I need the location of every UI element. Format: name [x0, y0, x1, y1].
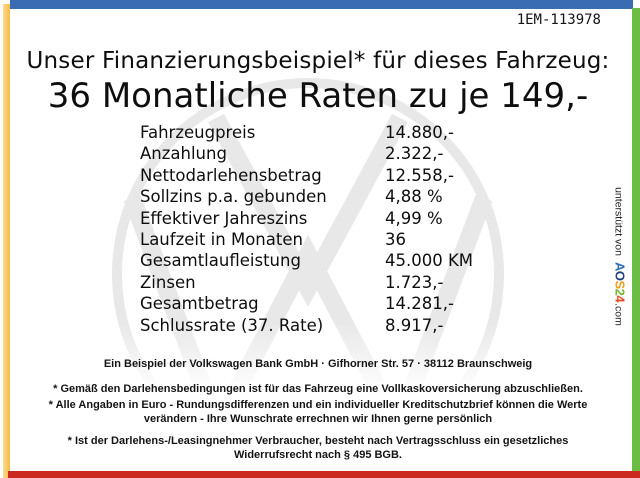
row-value: 4,99 % — [385, 208, 443, 228]
footnote-3: * Ist der Darlehens-/Leasingnehmer Verbr… — [12, 434, 624, 462]
vw-logo-watermark-icon — [108, 74, 508, 474]
table-row: Gesamtlaufleistung 45.000 KM — [140, 250, 473, 271]
table-row: Gesamtbetrag 14.281,- — [140, 293, 473, 314]
financing-table: Fahrzeugpreis 14.880,- Anzahlung 2.322,-… — [140, 122, 473, 336]
frame-bottom-bar — [8, 471, 640, 478]
row-value: 14.880,- — [385, 123, 454, 142]
table-row: Schlussrate (37. Rate) 8.917,- — [140, 315, 473, 336]
row-label: Effektiver Jahreszins — [140, 208, 308, 228]
row-value: 45.000 KM — [385, 251, 474, 271]
row-value: 2.322,- — [385, 144, 444, 164]
frame-left-bar — [3, 4, 10, 478]
table-row: Nettodarlehensbetrag 12.558,- — [140, 165, 473, 186]
supported-by-vertical-label: unterstützt von AOS24 .com — [611, 157, 628, 357]
frame-right-bar — [632, 8, 640, 471]
aos24-letter-3: 2 — [612, 288, 628, 296]
table-row: Fahrzeugpreis 14.880,- — [140, 122, 473, 143]
footnote-2-line1: * Alle Angaben in Euro - Rundungsdiffere… — [48, 399, 588, 411]
frame-top-bar — [10, 0, 633, 9]
table-row: Anzahlung 2.322,- — [140, 143, 473, 164]
footnote-2-line2: verändern - Ihre Wunschrate errechnen wi… — [143, 413, 493, 425]
footnote-3-line2: Widerrufsrecht nach § 495 BGB. — [233, 449, 402, 461]
reference-number: 1EM-113978 — [516, 12, 601, 28]
row-value: 12.558,- — [385, 165, 454, 185]
row-value: 14.281,- — [385, 294, 454, 314]
row-label: Gesamtbetrag — [140, 294, 259, 314]
table-row: Zinsen 1.723,- — [140, 272, 473, 293]
table-row: Effektiver Jahreszins 4,99 % — [140, 208, 473, 229]
heading-line2: 36 Monatliche Raten zu je 149,- — [47, 76, 589, 116]
row-label: Zinsen — [140, 272, 196, 292]
row-label: Laufzeit in Monaten — [140, 230, 303, 250]
row-value: 8.917,- — [385, 315, 444, 335]
row-value: 36 — [385, 230, 406, 250]
row-value: 1.723,- — [385, 272, 444, 292]
row-label: Anzahlung — [140, 144, 227, 164]
aos24-letter-4: 4 — [612, 295, 628, 303]
row-label: Nettodarlehensbetrag — [140, 165, 322, 185]
row-label: Schlussrate (37. Rate) — [140, 315, 324, 335]
row-label: Sollzins p.a. gebunden — [140, 187, 327, 207]
row-value: 4,88 % — [385, 187, 443, 207]
footnote-2: * Alle Angaben in Euro - Rundungsdiffere… — [12, 398, 624, 426]
supported-by-text: unterstützt von — [612, 187, 625, 256]
footer: Ein Beispiel der Volkswagen Bank GmbH · … — [12, 357, 624, 462]
table-row: Laufzeit in Monaten 36 — [140, 229, 473, 250]
footnote-3-line1: * Ist der Darlehens-/Leasingnehmer Verbr… — [67, 435, 569, 447]
table-row: Sollzins p.a. gebunden 4,88 % — [140, 186, 473, 207]
row-label: Gesamtlaufleistung — [140, 251, 301, 271]
footnote-1: * Gemäß den Darlehensbedingungen ist für… — [53, 383, 583, 395]
aos24-logo: AOS24 — [613, 262, 628, 302]
aos24-letter-1: O — [612, 270, 628, 281]
row-label: Fahrzeugpreis — [140, 123, 256, 142]
bank-address-line: Ein Beispiel der Volkswagen Bank GmbH · … — [103, 358, 533, 370]
heading-line1: Unser Finanzierungsbeispiel* für dieses … — [26, 48, 610, 74]
aos24-domain-suffix: .com — [612, 303, 625, 326]
aos24-letter-2: S — [612, 280, 628, 289]
